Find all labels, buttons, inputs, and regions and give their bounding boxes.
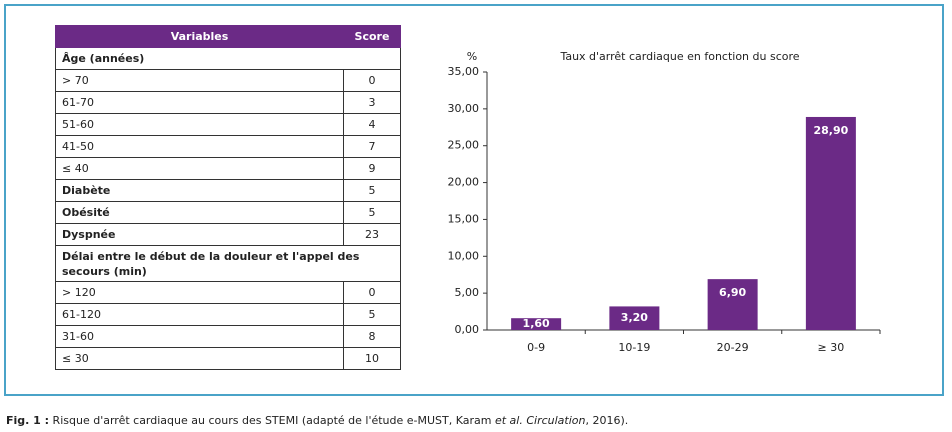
- header: Variables: [55, 25, 344, 48]
- y-axis-label: %: [467, 50, 477, 63]
- bar: [707, 279, 758, 330]
- cell: Dyspnée: [55, 223, 344, 246]
- bar: [511, 318, 562, 330]
- section: Délai entre le début de la douleur et l'…: [55, 245, 401, 282]
- y-tick-label: 5,00: [455, 286, 480, 299]
- cell: ≤ 30: [55, 347, 344, 370]
- chart: Taux d'arrêt cardiaque en fonction du sc…: [448, 50, 881, 354]
- y-tick-label: 10,00: [448, 249, 480, 262]
- cell: > 120: [55, 281, 344, 304]
- x-tick-label: 10-19: [618, 341, 650, 354]
- caption-italic: et al. Circulation: [494, 414, 586, 427]
- cell: 10: [343, 347, 401, 370]
- value-label: 6,90: [719, 286, 746, 299]
- cell: 23: [343, 223, 401, 246]
- caption-label: Fig. 1 :: [6, 414, 50, 427]
- cell: Obésité: [55, 201, 344, 224]
- caption: Fig. 1 : Risque d'arrêt cardiaque au cou…: [6, 414, 628, 427]
- cell: 51-60: [55, 113, 344, 136]
- chart-title: Taux d'arrêt cardiaque en fonction du sc…: [559, 50, 799, 63]
- cell: 0: [343, 281, 401, 304]
- caption-end: , 2016).: [585, 414, 629, 427]
- y-tick-label: 0,00: [455, 323, 480, 336]
- frame: [4, 4, 944, 396]
- cell: > 70: [55, 69, 344, 92]
- y-tick-label: 30,00: [448, 102, 480, 115]
- value-label: 28,90: [813, 124, 848, 137]
- y-tick-label: 15,00: [448, 212, 480, 225]
- x-tick-label: 20-29: [717, 341, 749, 354]
- bar: [805, 116, 856, 330]
- caption-text: Risque d'arrêt cardiaque au cours des ST…: [49, 414, 495, 427]
- y-tick-label: 35,00: [448, 65, 480, 78]
- y-tick-label: 20,00: [448, 176, 480, 189]
- x-tick-label: 0-9: [527, 341, 545, 354]
- value-label: 1,60: [523, 317, 550, 330]
- score-table: Variables Score Âge (années) > 70 0 61-70 3…: [55, 25, 401, 370]
- bar: [609, 306, 660, 330]
- y-tick-label: 25,00: [448, 139, 480, 152]
- value-label: 3,20: [621, 311, 648, 324]
- x-tick-label: ≥ 30: [818, 341, 845, 354]
